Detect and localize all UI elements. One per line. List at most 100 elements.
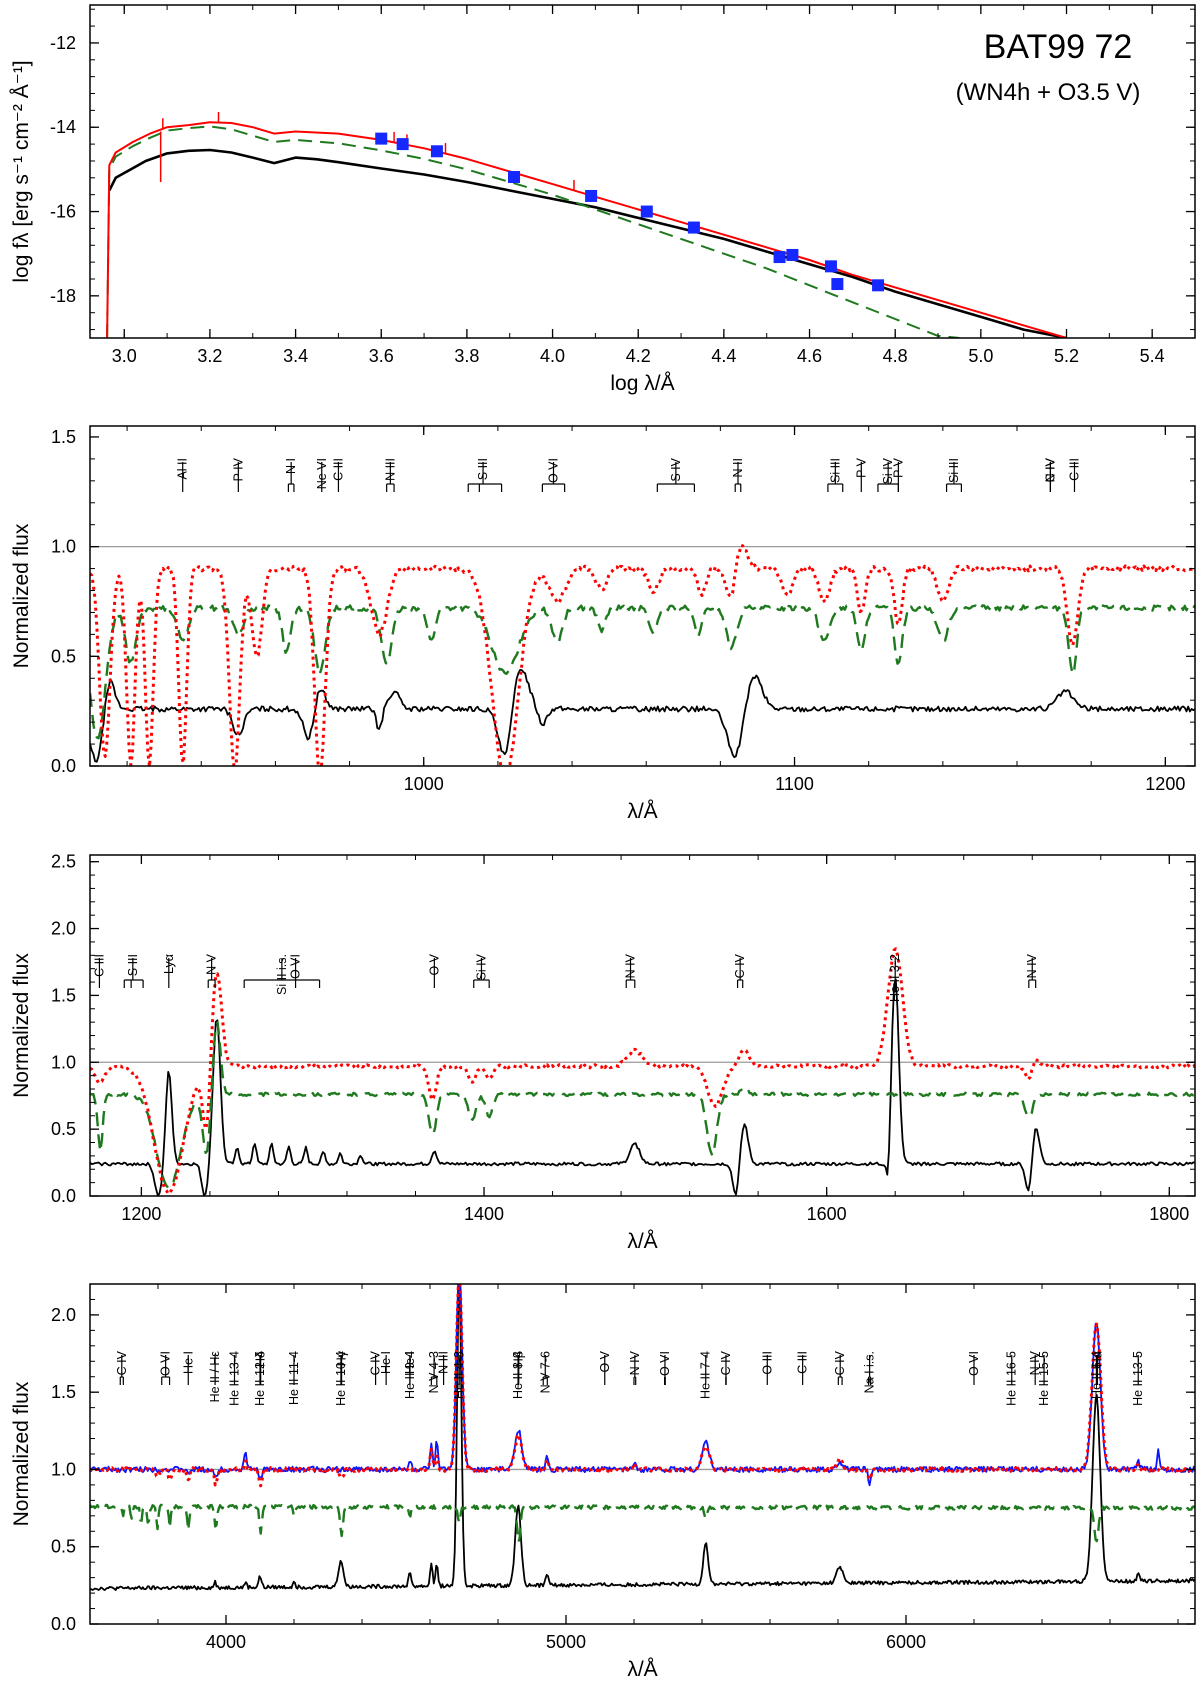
x-axis-title: log λ/Å: [610, 372, 674, 395]
line-identification: N IV: [628, 1350, 642, 1385]
y-tick-label: 1.0: [51, 1459, 76, 1479]
y-tick-label: 0.5: [51, 1119, 76, 1139]
x-tick-label: 1200: [1145, 774, 1185, 794]
line-id-label: O V: [427, 953, 441, 975]
line-identification: Hγ: [335, 1350, 349, 1385]
series-line-1: [90, 1021, 1195, 1189]
observation-point: [396, 138, 409, 151]
x-tick-label: 5.4: [1140, 346, 1165, 366]
chart-title: BAT99 72: [984, 28, 1133, 66]
series-line-0: [90, 1284, 1195, 1488]
series-line-1: [90, 1503, 1195, 1544]
line-id-label: N I: [284, 458, 298, 474]
line-id-label: Na I i.s.: [863, 1351, 877, 1393]
line-id-label: S III: [476, 458, 490, 480]
line-identification: Na I i.s.: [863, 1351, 877, 1393]
line-id-label: O VI: [547, 458, 561, 483]
x-tick-label: 3.2: [197, 346, 222, 366]
line-identification: He II 13-5: [1131, 1351, 1145, 1406]
line-id-label: Lyα: [162, 954, 176, 974]
x-tick-label: 1600: [807, 1204, 847, 1224]
line-identification: He I: [379, 1351, 393, 1385]
line-identification: Lyα: [162, 954, 176, 988]
line-identification: He II 9-4: [403, 1351, 417, 1399]
line-id-label: He II 6-4: [1089, 1351, 1103, 1399]
line-identification: He II 13-4: [228, 1351, 242, 1406]
observation-point: [375, 132, 388, 145]
y-tick-label: 1.5: [51, 1382, 76, 1402]
x-tick-label: 4.6: [797, 346, 822, 366]
line-id-label: S III: [126, 954, 140, 976]
line-id-label: C IV: [733, 953, 747, 978]
line-identification: He II 8-4: [511, 1351, 525, 1399]
line-id-label: Hδ: [254, 1351, 268, 1367]
line-identification: O V: [598, 1350, 612, 1385]
plot-area: [90, 1284, 1195, 1591]
y-tick-label: 0.0: [51, 1186, 76, 1206]
plot-frame: [89, 4, 1196, 339]
line-id-label: He II 8-4: [511, 1351, 525, 1399]
line-identification: He II 11-4: [287, 1351, 301, 1405]
line-id-label: C III: [796, 1351, 810, 1374]
line-id-label: C III: [1067, 458, 1081, 481]
line-id-label: O III: [760, 1351, 774, 1375]
observation-point: [640, 205, 653, 218]
line-id-label: Si III: [828, 458, 842, 483]
line-identification: C III: [92, 954, 106, 988]
line-identification: Hα: [1090, 1351, 1104, 1385]
line-id-label: He II 7-4: [699, 1351, 713, 1399]
line-id-label: He II 9-4: [403, 1351, 417, 1399]
line-identification: He II 16-5: [1005, 1351, 1019, 1406]
y-tick-label: 1.0: [51, 537, 76, 557]
line-identification: N V 7-6: [538, 1351, 552, 1393]
series-line-2: [90, 1284, 1195, 1591]
x-axis-title: λ/Å: [627, 1230, 657, 1253]
line-identification: N IV: [624, 953, 638, 988]
line-identification: Si II i.s.: [243, 954, 321, 995]
y-tick-label: -16: [50, 202, 76, 222]
line-id-label: He II 16-5: [1005, 1351, 1019, 1406]
line-identification: N I: [284, 458, 298, 492]
x-axis-title: λ/Å: [627, 800, 657, 823]
line-identification: He II 12-4: [253, 1351, 267, 1406]
y-tick-label: 2.0: [51, 919, 76, 939]
line-identification: He II 4-3: [452, 1351, 466, 1399]
line-identification: C IV: [833, 1350, 847, 1385]
line-identification: Hδ: [254, 1351, 268, 1385]
line-id-label: C IV: [719, 1350, 733, 1375]
line-identification: O VI: [541, 458, 566, 492]
line-identification: He II 3-2: [888, 954, 902, 1002]
line-identification: N IV: [1025, 953, 1039, 988]
x-tick-label: 1000: [404, 774, 444, 794]
series-line-0: [90, 947, 1195, 1196]
line-id-label: P IV: [231, 457, 245, 481]
y-tick-label: 1.5: [51, 985, 76, 1005]
line-id-label: P V: [854, 457, 868, 478]
x-tick-label: 3.6: [369, 346, 394, 366]
line-id-label: Si IV: [474, 953, 488, 980]
x-tick-label: 1800: [1149, 1204, 1189, 1224]
line-id-label: Al II: [176, 458, 190, 480]
line-id-label: He II 15-5: [1037, 1351, 1051, 1406]
x-tick-label: 4.0: [540, 346, 565, 366]
line-id-label: N V: [205, 953, 219, 975]
line-id-label: He II 4-3: [452, 1351, 466, 1399]
line-identification: S III: [123, 954, 144, 988]
line-id-label: Hβ: [512, 1351, 526, 1367]
observation-point: [824, 260, 837, 273]
line-identification: He I: [181, 1351, 195, 1385]
line-id-label: C IV: [115, 1350, 129, 1375]
line-id-label: Hγ: [335, 1350, 349, 1366]
line-id-label: C IV: [833, 1350, 847, 1375]
line-identification: N V 4-3: [427, 1351, 441, 1393]
line-identification: C III: [331, 458, 345, 492]
plot-area: [90, 543, 1195, 766]
y-tick-label: 0.0: [51, 756, 76, 776]
y-tick-label: -12: [50, 33, 76, 53]
observation-point: [508, 170, 521, 183]
line-id-label: N IV: [1043, 457, 1057, 482]
line-identification: O V: [427, 953, 441, 988]
line-id-label: He II 13-4: [228, 1351, 242, 1406]
line-id-label: O VI: [967, 1351, 981, 1376]
line-id-label: N V 7-6: [538, 1351, 552, 1393]
